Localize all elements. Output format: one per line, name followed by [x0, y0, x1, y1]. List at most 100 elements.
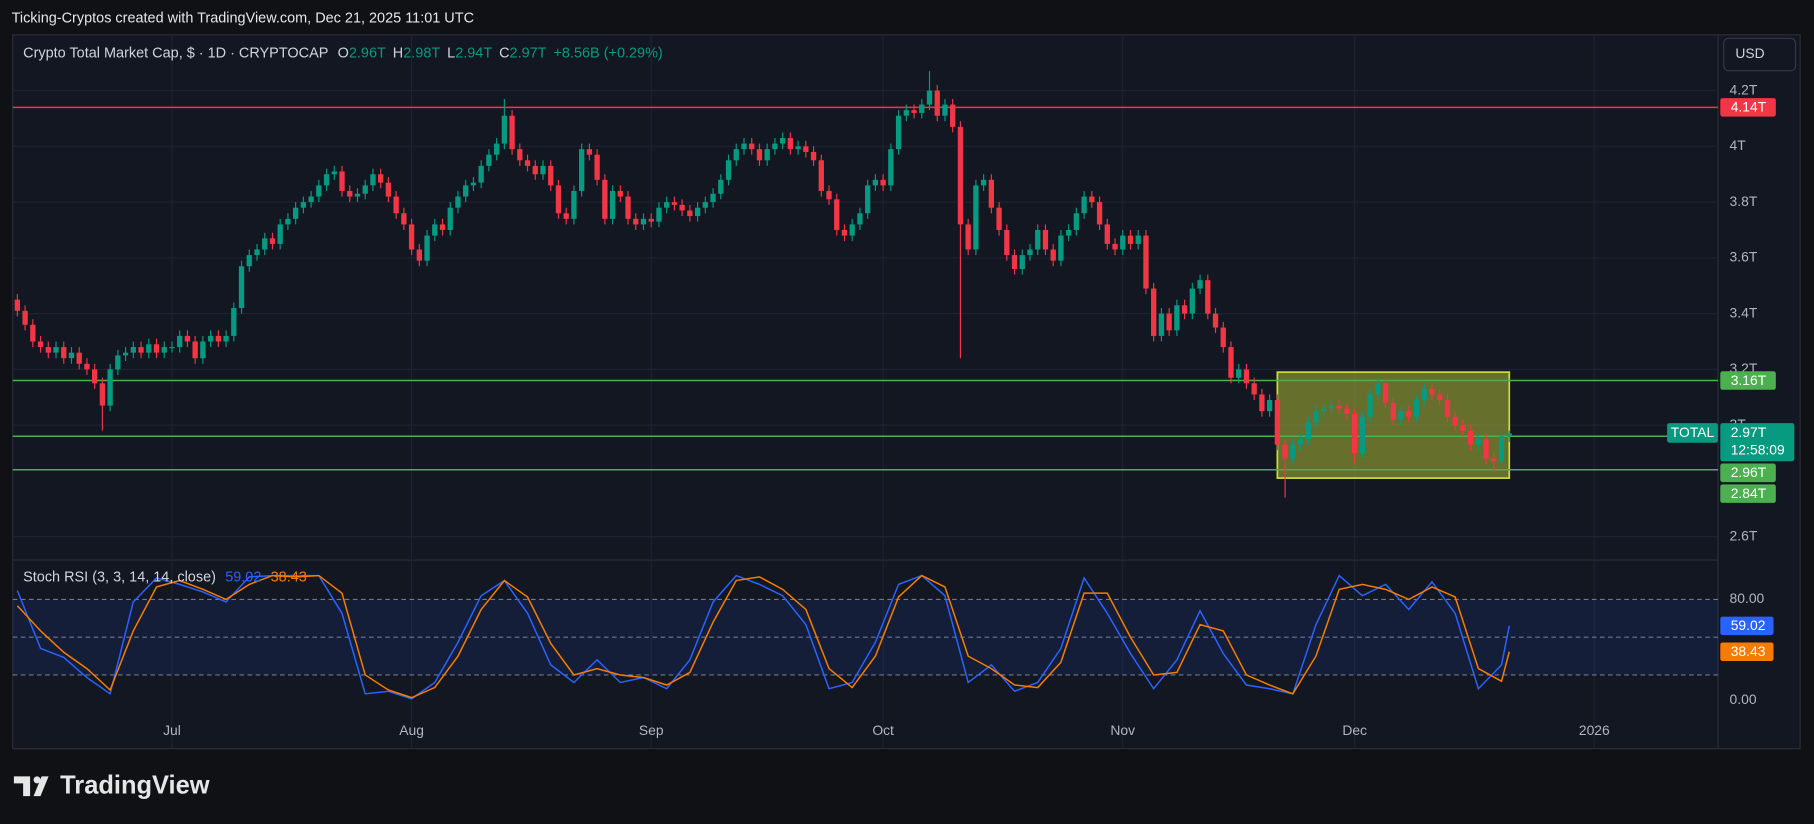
logo-dot — [33, 776, 41, 784]
candle-body — [1305, 422, 1311, 440]
candle-body — [756, 149, 763, 161]
legend-item: 2.98T — [403, 45, 440, 61]
candle-body — [1127, 235, 1134, 244]
candle-body — [1081, 196, 1087, 214]
candle-body — [115, 355, 121, 370]
symbol-box — [1667, 423, 1718, 443]
candle-body — [1058, 235, 1064, 261]
candle-body — [1035, 229, 1041, 250]
legend-item: +8.56B (+0.29%) — [553, 45, 662, 61]
y-tick-label: 3.6T — [1730, 249, 1758, 265]
candle-body — [903, 110, 909, 116]
candle-body — [316, 185, 322, 197]
candle-body — [408, 224, 415, 250]
candle-body — [718, 179, 724, 194]
candle-body — [269, 238, 276, 244]
candle-body — [571, 190, 577, 219]
x-tick-label: 2026 — [1579, 722, 1610, 738]
x-tick-label: Jul — [163, 722, 181, 738]
candle-body — [563, 213, 569, 219]
guide-band — [12, 599, 1718, 675]
candle-body — [1205, 280, 1211, 314]
candle-body — [640, 218, 647, 225]
stoch-value-box — [1720, 642, 1774, 662]
candle-body — [532, 165, 538, 175]
candle-body — [517, 149, 523, 161]
x-tick-label: Dec — [1342, 722, 1367, 738]
candle-body — [300, 202, 307, 208]
candle-body — [841, 229, 848, 236]
candle-body — [37, 341, 44, 348]
level-label-box — [1720, 463, 1776, 483]
candle-body — [973, 185, 979, 250]
candle-body — [1297, 439, 1304, 445]
candle-body — [818, 160, 824, 191]
candle-body — [594, 154, 600, 180]
candle-body — [393, 196, 399, 214]
candle-body — [857, 213, 863, 225]
candle-body — [1266, 400, 1273, 412]
candle-body — [950, 104, 956, 127]
legend-item: 2.94T — [455, 45, 492, 61]
candle-body — [1181, 305, 1188, 314]
candle-body — [432, 224, 438, 236]
candle-body — [1344, 408, 1350, 414]
candle-body — [169, 347, 175, 349]
legend-item: L — [447, 45, 455, 61]
candle-body — [22, 310, 28, 325]
countdown: 12:58:09 — [1731, 442, 1785, 458]
candle-body — [455, 196, 461, 208]
candle-body — [648, 218, 654, 222]
candle-body — [401, 213, 407, 225]
candle-body — [107, 369, 113, 406]
brand-logo — [13, 776, 49, 797]
currency[interactable]: USD — [1735, 45, 1764, 61]
candle-body — [803, 146, 809, 152]
legend: Crypto Total Market Cap, $ · 1D · CRYPTO… — [23, 45, 663, 61]
legend-item: C — [499, 45, 509, 61]
y-tick-label: 80.00 — [1730, 590, 1765, 606]
candle-body — [540, 165, 546, 175]
candle-body — [215, 335, 222, 342]
candle-body — [1073, 213, 1080, 230]
candle-body — [1251, 383, 1257, 395]
level-label: 3.16T — [1731, 372, 1767, 388]
candle-body — [679, 204, 685, 211]
level-label: 2.96T — [1731, 464, 1767, 480]
candle-body — [578, 149, 585, 191]
currency-button[interactable] — [1723, 37, 1797, 72]
candle-body — [1151, 288, 1157, 336]
x-tick-label: Nov — [1110, 722, 1135, 738]
candle-body — [1089, 196, 1095, 203]
candle-body — [1197, 280, 1203, 289]
stoch-line — [16, 574, 1511, 700]
candle-body — [741, 143, 747, 150]
y-tick-label: 4T — [1730, 137, 1747, 153]
candle-body — [911, 110, 917, 113]
y-tick-label: 3.8T — [1730, 193, 1758, 209]
stoch-value-label: 38.43 — [1731, 643, 1766, 659]
candle-body — [1367, 394, 1373, 417]
candle-body — [834, 199, 840, 230]
candle-body — [1467, 430, 1474, 445]
candle-body — [1166, 313, 1172, 331]
candle-body — [277, 224, 283, 244]
candle-body — [1475, 439, 1482, 445]
x-tick-label: Oct — [872, 722, 894, 738]
candle-body — [1019, 255, 1025, 270]
candle-body — [84, 363, 90, 370]
candle-body — [671, 202, 678, 205]
candle-body — [501, 115, 508, 144]
candle-body — [231, 308, 237, 336]
candle-body — [1011, 255, 1018, 270]
candle-body — [76, 352, 82, 364]
candle-body — [926, 90, 933, 105]
candle-body — [1352, 413, 1358, 453]
candle-body — [880, 179, 886, 186]
y-tick-label: 4.2T — [1730, 81, 1758, 97]
candle-body — [524, 160, 531, 166]
candle-body — [254, 249, 260, 256]
candle-body — [1498, 436, 1505, 462]
candle-body — [447, 207, 453, 230]
